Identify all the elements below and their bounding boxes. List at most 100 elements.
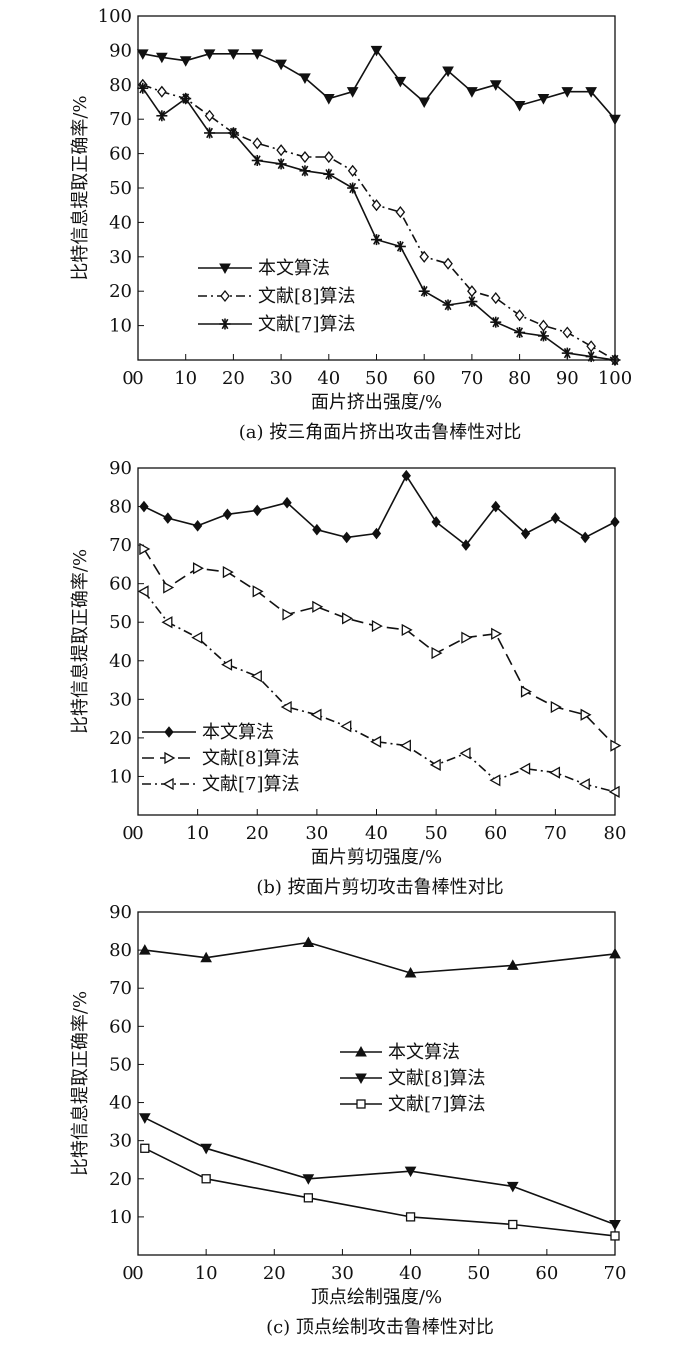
chart-b-xtick-label: 50 — [425, 823, 448, 844]
chart-c-panel: 0 10 20 30 40 50 60 70 10 20 30 40 50 60 70 80 90 0 顶点绘制强度… — [70, 902, 626, 1338]
chart-a-ytick-label: 100 — [98, 6, 132, 27]
chart-b-series-2-point — [371, 619, 383, 633]
chart-a-ytick-label: 80 — [109, 75, 132, 96]
chart-c-legend-label: 本文算法 — [388, 1042, 460, 1063]
chart-a-xtick-label: 10 — [174, 368, 197, 389]
chart-a-series-2-point — [323, 150, 334, 164]
chart-a-series-1-point — [299, 73, 311, 84]
chart-a-series-2-point — [252, 137, 263, 150]
chart-c-ytick-label: 60 — [109, 1016, 132, 1037]
chart-b-series-1-point — [520, 527, 531, 540]
chart-b-series-1-point — [550, 512, 561, 524]
chart-b-series-1-point — [431, 516, 441, 528]
chart-a-series-3-point — [585, 351, 597, 363]
chart-c-series-3-point — [303, 1193, 314, 1203]
chart-a-series-3-point — [561, 347, 573, 359]
chart-b-series-2-point — [491, 627, 503, 640]
chart-b-series-3-point — [429, 758, 441, 771]
chart-b-legend-swatch-marker — [164, 751, 176, 765]
chart-a-series-1-point — [537, 94, 550, 105]
chart-a-legend-label: 文献[7]算法 — [258, 314, 356, 335]
chart-c-xtick-label: 30 — [331, 1263, 354, 1284]
chart-b-ytick-label: 20 — [109, 728, 132, 749]
chart-b-xtick-label: 80 — [604, 823, 627, 844]
chart-c-series-2-point — [302, 1174, 315, 1185]
chart-a-series-1-point — [418, 97, 431, 109]
chart-b-series-2-point — [163, 581, 175, 594]
chart-b-series-2-point — [342, 612, 354, 625]
chart-b-series-2-point — [431, 646, 443, 660]
chart-b-xtick-label: 20 — [246, 823, 269, 844]
chart-c-series-1-point — [404, 966, 417, 978]
chart-a-series-1-point — [513, 100, 526, 112]
chart-c-xtick-label: 50 — [467, 1263, 490, 1284]
chart-c-ytick-label: 50 — [109, 1054, 132, 1075]
chart-b-ytick-label: 10 — [109, 766, 132, 787]
chart-a-xtick-label: 40 — [317, 368, 340, 389]
chart-c-ytick-label: 90 — [109, 902, 132, 923]
chart-c-ylabel: 比特信息提取正确率/% — [70, 991, 91, 1176]
chart-b-series-1-point — [192, 520, 203, 532]
chart-b-series-3-point — [370, 735, 382, 748]
chart-a-series-2-point — [538, 319, 549, 332]
chart-a-series-1-point — [251, 49, 264, 60]
chart-c-series-1-point — [200, 951, 212, 963]
chart-c-xtick-label: 40 — [399, 1263, 422, 1284]
chart-a-series-1-point — [442, 66, 454, 78]
chart-a-series-1-point — [136, 49, 149, 60]
chart-a-series-3-point — [323, 168, 335, 180]
chart-c-ytick-label: 30 — [109, 1131, 132, 1152]
chart-b-xtick-label: 10 — [186, 823, 209, 844]
chart-c-xtick-label: 0 — [132, 1263, 143, 1284]
chart-a-series-2-point — [443, 257, 453, 270]
chart-b-series-2-point — [222, 565, 234, 579]
chart-a-legend-swatch-marker — [219, 318, 231, 330]
chart-a-xlabel: 面片挤出强度/% — [311, 392, 442, 413]
chart-b-xtick-label: 60 — [484, 823, 507, 844]
chart-a-series-3-point — [251, 154, 263, 166]
chart-a-series-2-line — [142, 84, 616, 361]
chart-b-ytick-label: 50 — [109, 612, 132, 633]
chart-a-series-1-point — [370, 45, 383, 57]
chart-a-xtick-label: 70 — [460, 368, 483, 389]
chart-a-panel: 0 10 20 30 40 50 60 70 80 90 100 10 20 30 40 50 60 70 80 90… — [70, 6, 632, 443]
chart-c-ytick-label: 10 — [109, 1207, 132, 1228]
chart-b-legend-swatch-marker — [162, 777, 174, 791]
chart-c-xtick-label: 70 — [604, 1263, 627, 1284]
chart-b-series-2-point — [139, 542, 151, 556]
chart-a-series-2-point — [276, 144, 286, 157]
chart-a-series-1-point — [561, 87, 574, 98]
chart-a-series-1-point — [156, 52, 168, 64]
chart-a-series-1-line — [142, 49, 616, 120]
chart-c-legend-swatch-marker — [355, 1045, 367, 1057]
chart-b-series-1-point — [461, 539, 471, 551]
chart-b-series-3-point — [280, 700, 292, 714]
chart-b-series-2-point — [610, 739, 622, 752]
chart-a-series-3-point — [204, 127, 216, 139]
chart-a-series-2-point — [514, 309, 525, 322]
chart-a-series-1-point — [609, 114, 621, 126]
chart-b-series-1-point — [139, 500, 149, 513]
chart-a-ytick-label: 70 — [109, 109, 132, 130]
chart-c-xlabel: 顶点绘制强度/% — [311, 1287, 442, 1308]
chart-b-series-3-line — [143, 590, 616, 793]
chart-a-series-2-point — [562, 326, 573, 339]
chart-b-ytick-label: 70 — [109, 535, 132, 556]
chart-a-series-3-point — [156, 110, 168, 122]
chart-a-series-2-point — [371, 199, 382, 212]
chart-a-series-1-point — [466, 87, 478, 98]
chart-a-legend-label: 本文算法 — [258, 258, 330, 279]
chart-a-series-1-point — [346, 87, 359, 98]
chart-b-series-1-point — [163, 512, 173, 524]
chart-a-series-2-point — [347, 164, 358, 177]
chart-b-series-1-point — [580, 531, 590, 544]
chart-b-series-3-point — [250, 670, 262, 683]
chart-c-ytick-label: 70 — [109, 978, 132, 999]
chart-a-xtick-label: 0 — [132, 368, 143, 389]
chart-a-ytick-label: 60 — [109, 144, 132, 165]
chart-a-series-1-point — [275, 59, 287, 71]
chart-b-series-2-point — [282, 608, 294, 621]
chart-a-xtick-label: 50 — [365, 368, 388, 389]
chart-c-series-2-line — [144, 1117, 616, 1226]
chart-b-xlabel: 面片剪切强度/% — [311, 847, 442, 868]
